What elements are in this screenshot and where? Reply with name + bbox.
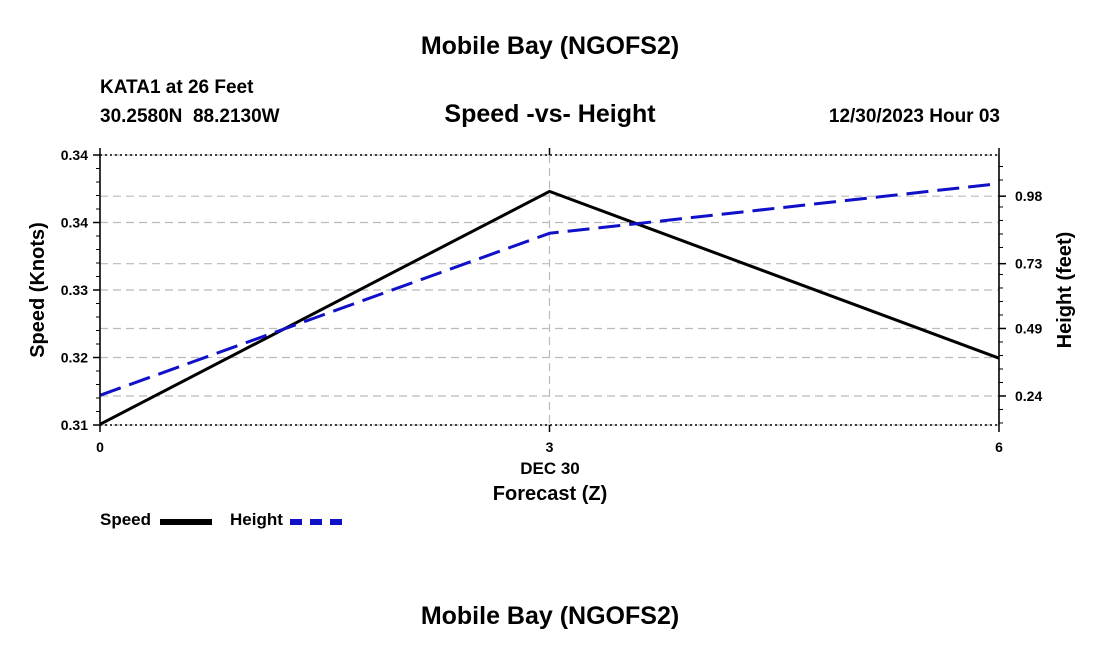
x-axis-date-label: DEC 30	[520, 459, 580, 478]
axis-labels: 0.31 0.32 0.33 0.34 0.34 0.24 0.49 0.73 0.98 0 3 6 D…	[27, 147, 1076, 505]
forecast-timestamp: 12/30/2023 Hour 03	[828, 106, 1000, 127]
legend-height-swatch	[290, 519, 342, 525]
x-tick-label-0: 0	[96, 439, 104, 455]
right-tick-label-0: 0.24	[1015, 388, 1042, 404]
left-tick-label-3: 0.34	[61, 215, 88, 231]
station-name: KATA1 at 26 Feet	[100, 77, 254, 98]
series-lines	[99, 182, 1000, 426]
x-tick-label-2: 6	[995, 439, 1003, 455]
right-tick-label-3: 0.98	[1015, 188, 1042, 204]
x-axis-title: Forecast (Z)	[493, 483, 607, 505]
y-axis-left-title: Speed (Knots)	[27, 222, 49, 358]
y-axis-right-title: Height (feet)	[1054, 232, 1076, 349]
left-tick-label-2: 0.33	[61, 282, 88, 298]
left-tick-label-1: 0.32	[61, 350, 88, 366]
axis-ticks	[93, 148, 1006, 432]
series-line-speed	[99, 189, 1000, 426]
legend-speed-swatch	[160, 519, 212, 525]
page-title-top: Mobile Bay (NGOFS2)	[420, 32, 680, 60]
legend-height-label: Height	[230, 510, 283, 529]
left-tick-label-4: 0.34	[61, 147, 88, 163]
right-tick-label-1: 0.49	[1015, 320, 1042, 336]
grid-lines	[100, 154, 999, 426]
chart-title: Speed -vs- Height	[444, 100, 656, 128]
legend-speed-label: Speed	[100, 510, 152, 529]
series-line-height	[99, 182, 1000, 397]
left-tick-label-0: 0.31	[61, 417, 88, 433]
page-title-bottom: Mobile Bay (NGOFS2)	[420, 602, 680, 630]
right-tick-label-2: 0.73	[1015, 256, 1042, 272]
x-tick-label-1: 3	[546, 439, 554, 455]
station-coordinates: 30.2580N 88.2130W	[100, 106, 280, 127]
